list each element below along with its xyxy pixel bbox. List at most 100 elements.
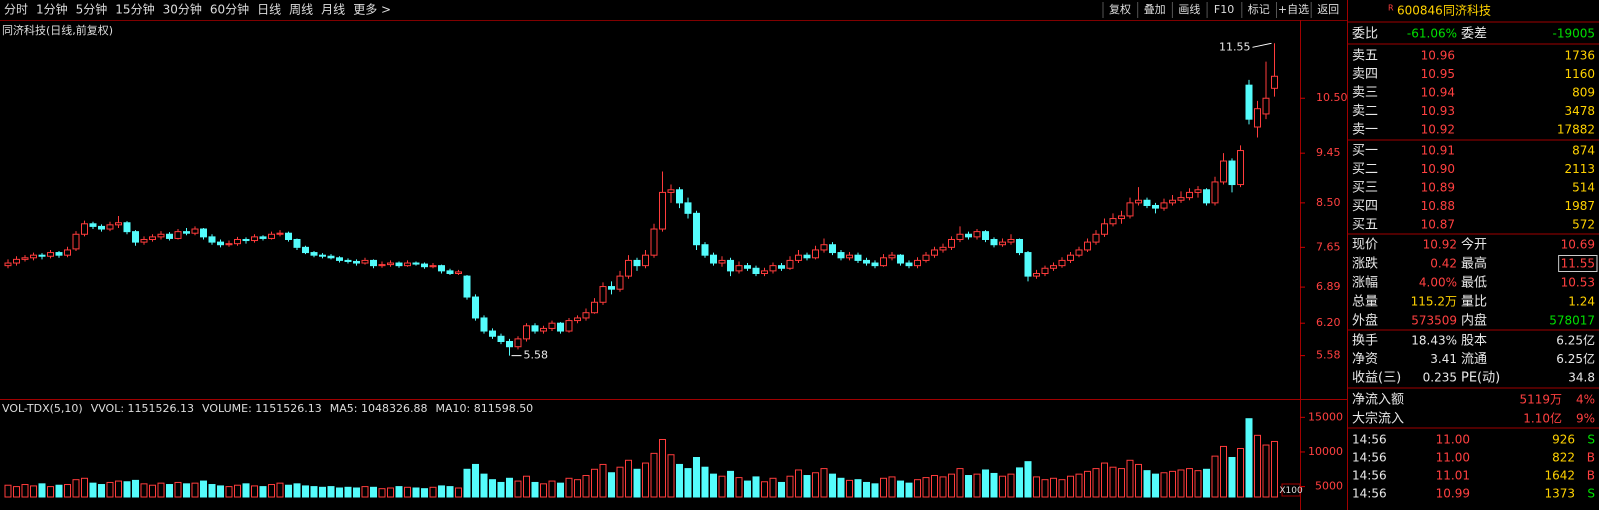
toolbar-button[interactable]: 返回 <box>1317 3 1339 16</box>
candle-body <box>378 264 386 267</box>
toolbar-button[interactable]: F10 <box>1214 3 1234 16</box>
volume-bar <box>795 469 802 498</box>
candle-body <box>905 262 913 267</box>
field-label: 最低 <box>1461 276 1487 291</box>
volume-bar <box>1084 470 1091 498</box>
toolbar-button[interactable]: 标记 <box>1248 2 1270 16</box>
field-label: 股本 <box>1461 334 1487 349</box>
volume-bar <box>285 484 292 498</box>
candle-body <box>599 286 607 303</box>
period-tab[interactable]: 60分钟 <box>210 2 249 17</box>
annotation-high: 11.55 <box>1219 40 1251 53</box>
volume-bar <box>1262 444 1270 498</box>
volume-bar <box>1271 440 1278 498</box>
candle-body <box>140 238 148 243</box>
candle-body <box>497 335 505 343</box>
candle-body <box>1126 202 1134 217</box>
volume-bar <box>1126 459 1134 498</box>
trade-side: S <box>1587 433 1595 447</box>
toolbar-button[interactable]: +自选 <box>1278 3 1309 16</box>
field-value: 573509 <box>1411 314 1457 328</box>
volume-bar <box>897 480 904 498</box>
annotation-arrow <box>1252 42 1272 48</box>
candle-body <box>710 254 717 264</box>
candle-body <box>795 254 802 261</box>
period-tab[interactable]: 日线 <box>257 3 281 17</box>
volume-bar <box>47 486 54 498</box>
volume-legend: VOL-TDX(5,10) <box>2 402 83 415</box>
field-value: 115.2万 <box>1411 295 1457 309</box>
volume-bar <box>786 475 794 498</box>
candle-body <box>1186 191 1193 199</box>
volume-bar <box>693 457 700 498</box>
candle-body <box>1271 75 1278 89</box>
volume-bar <box>965 475 972 498</box>
trade-price: 10.99 <box>1436 487 1470 501</box>
volume-bar <box>1067 475 1074 498</box>
period-tab[interactable]: 更多 > <box>353 3 391 17</box>
period-tab[interactable]: 30分钟 <box>163 2 202 17</box>
volume-bar <box>761 481 768 498</box>
volume-bar <box>956 468 964 498</box>
volume-bar <box>123 481 131 498</box>
toolbar-button[interactable]: 叠加 <box>1144 3 1166 16</box>
field-value: 34.8 <box>1568 371 1595 385</box>
volume-bar <box>166 484 173 498</box>
volume-legend: VVOL: 1151526.13 <box>91 402 194 415</box>
candle-body <box>812 249 819 259</box>
period-tab[interactable]: 分时 <box>4 3 28 17</box>
volume-bar <box>183 483 190 498</box>
book-volume: 1987 <box>1564 199 1595 213</box>
book-price: 10.87 <box>1421 218 1455 232</box>
volume-bar <box>463 468 471 498</box>
period-tab[interactable]: 月线 <box>321 3 345 17</box>
volume-bar <box>1203 468 1210 498</box>
candle-body <box>302 246 309 254</box>
field-value: 6.25亿 <box>1556 351 1595 366</box>
volume-bar <box>1109 466 1117 498</box>
volume-legend: VOLUME: 1151526.13 <box>202 402 322 415</box>
candle-body <box>446 270 454 274</box>
candle-body <box>829 244 836 254</box>
volume-bar <box>1007 473 1015 498</box>
toolbar-button[interactable]: 复权 <box>1109 2 1131 16</box>
period-tab[interactable]: 周线 <box>289 3 313 17</box>
field-value: 11.55 <box>1561 257 1595 271</box>
candle-body <box>293 238 301 248</box>
candle-body <box>982 231 989 240</box>
period-tab[interactable]: 15分钟 <box>115 2 154 17</box>
candle-body <box>973 231 981 238</box>
candle-body <box>234 238 241 245</box>
candle-body <box>472 296 479 319</box>
trade-time: 14:56 <box>1352 487 1387 501</box>
volume-bar <box>1177 469 1185 498</box>
field-value: 0.42 <box>1430 257 1457 271</box>
toolbar-button[interactable]: 画线 <box>1178 2 1200 16</box>
candle-body <box>132 231 139 243</box>
volume-bar <box>327 486 335 498</box>
period-tab[interactable]: 1分钟 <box>36 2 68 17</box>
book-price: 10.90 <box>1421 162 1455 176</box>
field-label: 外盘 <box>1352 313 1378 329</box>
book-label: 买二 <box>1352 162 1378 177</box>
candle-body <box>1203 189 1210 204</box>
volume-bar <box>531 481 539 498</box>
candle-body <box>191 228 199 234</box>
volume-bar <box>990 472 998 498</box>
volume-bar <box>582 475 590 498</box>
candle-body <box>1152 204 1159 209</box>
candle-body <box>251 236 258 242</box>
candle-body <box>1033 272 1040 277</box>
field-label: 现价 <box>1352 238 1378 253</box>
field-value: 10.69 <box>1561 238 1595 252</box>
candle-body <box>1211 181 1219 204</box>
high-box <box>1558 255 1598 272</box>
candle-body <box>38 254 46 257</box>
candle-body <box>990 238 998 246</box>
volume-bar <box>846 479 853 498</box>
volume-bar <box>251 485 258 498</box>
volume-bar <box>217 485 224 498</box>
candle-body <box>1228 160 1236 186</box>
candle-body <box>625 259 632 277</box>
period-tab[interactable]: 5分钟 <box>76 2 108 17</box>
